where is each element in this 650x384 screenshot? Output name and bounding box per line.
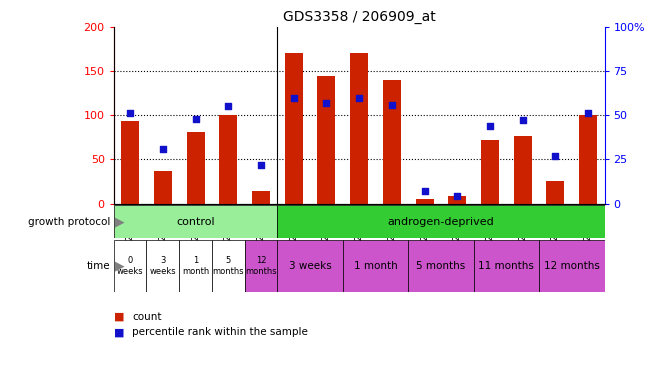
Text: percentile rank within the sample: percentile rank within the sample <box>132 327 308 337</box>
Point <box>354 94 365 101</box>
Point <box>125 110 135 116</box>
Bar <box>114 240 146 292</box>
Text: 3
weeks: 3 weeks <box>150 256 176 276</box>
Bar <box>121 121 139 204</box>
Point <box>289 94 299 101</box>
Text: 12
months: 12 months <box>245 256 277 276</box>
Bar <box>219 115 237 204</box>
Bar <box>317 76 335 204</box>
Bar <box>252 191 270 204</box>
Bar <box>146 240 179 292</box>
Text: time: time <box>87 261 111 271</box>
Text: growth protocol: growth protocol <box>28 217 110 227</box>
Bar <box>350 53 368 204</box>
Bar <box>579 115 597 204</box>
Point <box>387 101 397 108</box>
Text: 3 weeks: 3 weeks <box>289 261 332 271</box>
Bar <box>343 240 408 292</box>
Bar <box>187 132 205 204</box>
Point <box>517 118 528 124</box>
Text: ■: ■ <box>114 327 124 337</box>
Bar <box>212 240 244 292</box>
Bar <box>408 240 474 292</box>
Point <box>321 100 332 106</box>
Point <box>551 153 561 159</box>
Bar <box>154 171 172 204</box>
Point <box>223 103 233 109</box>
Text: control: control <box>176 217 215 227</box>
Text: ■: ■ <box>114 312 124 322</box>
Bar <box>285 53 303 204</box>
Bar <box>547 182 564 204</box>
Bar <box>278 205 604 238</box>
Bar <box>448 197 466 204</box>
Point <box>452 194 463 200</box>
Text: 12 months: 12 months <box>544 261 600 271</box>
Title: GDS3358 / 206909_at: GDS3358 / 206909_at <box>283 10 436 25</box>
Text: 5
months: 5 months <box>213 256 244 276</box>
Point <box>583 110 593 116</box>
Point <box>190 116 201 122</box>
Point <box>419 188 430 194</box>
Point <box>256 162 266 168</box>
Text: count: count <box>132 312 161 322</box>
Bar <box>415 199 434 204</box>
Text: ▶: ▶ <box>115 215 125 228</box>
Text: 1
month: 1 month <box>182 256 209 276</box>
Point <box>485 123 495 129</box>
Text: 5 months: 5 months <box>416 261 465 271</box>
Text: androgen-deprived: androgen-deprived <box>387 217 494 227</box>
Bar <box>383 80 401 204</box>
Text: 0
weeks: 0 weeks <box>117 256 144 276</box>
Text: 1 month: 1 month <box>354 261 397 271</box>
Bar <box>514 136 532 204</box>
Bar <box>179 240 212 292</box>
Bar <box>474 240 539 292</box>
Bar <box>114 205 278 238</box>
Bar <box>278 240 343 292</box>
Text: ▶: ▶ <box>115 260 125 272</box>
Bar <box>539 240 605 292</box>
Text: 11 months: 11 months <box>478 261 534 271</box>
Bar <box>244 240 278 292</box>
Point <box>157 146 168 152</box>
Bar <box>481 140 499 204</box>
